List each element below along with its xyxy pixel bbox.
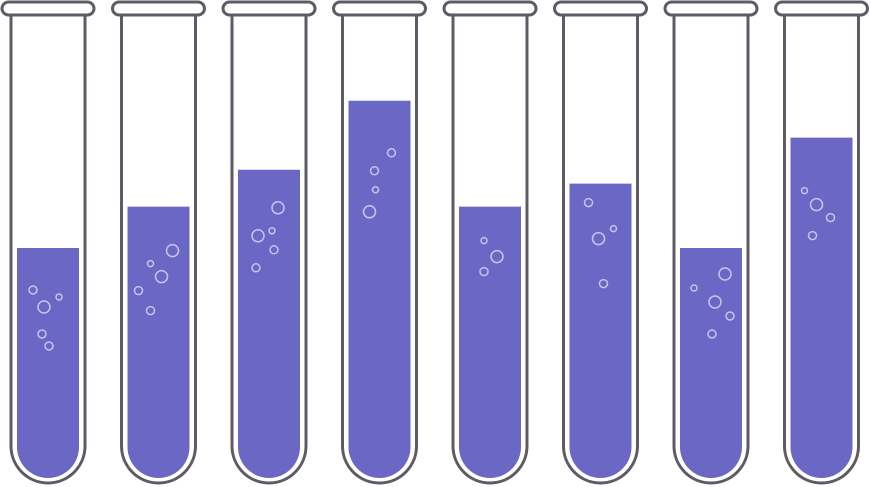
bubble <box>591 231 606 246</box>
tube-liquid <box>127 206 190 478</box>
bubble <box>479 266 489 277</box>
tube-liquid <box>680 248 742 478</box>
bubble <box>28 285 38 295</box>
bubble <box>583 197 594 208</box>
bubble <box>690 284 698 292</box>
bubble <box>55 293 63 301</box>
tube-rim <box>221 0 317 17</box>
tube-8 <box>774 0 869 485</box>
tube-3 <box>221 0 317 485</box>
tube-rim <box>111 0 206 17</box>
bubble <box>371 186 380 194</box>
bubble <box>386 148 397 158</box>
tube-1 <box>0 0 96 485</box>
bubble <box>369 166 380 176</box>
bubble <box>37 329 47 339</box>
bubble <box>37 300 51 314</box>
bubble <box>707 329 717 339</box>
bubble <box>269 245 279 255</box>
bubble <box>480 236 488 245</box>
tube-rim <box>663 0 759 17</box>
bubble <box>165 243 180 258</box>
bubble <box>809 197 824 212</box>
tube-liquid <box>569 183 632 478</box>
tube-2 <box>111 0 206 485</box>
bubble <box>708 295 722 309</box>
tube-7 <box>663 0 759 485</box>
tube-liquid <box>459 206 521 478</box>
bubble <box>268 227 276 235</box>
bubble <box>490 249 504 264</box>
bubble <box>145 305 156 316</box>
bubble <box>251 263 261 273</box>
bubble <box>133 285 144 296</box>
tube-rim <box>0 0 96 17</box>
bubble <box>718 267 732 281</box>
bubble <box>154 269 169 284</box>
tube-6 <box>553 0 648 485</box>
bubble <box>825 212 836 223</box>
bubble <box>598 278 609 289</box>
bubble <box>725 311 735 321</box>
bubble <box>271 201 285 215</box>
tube-5 <box>442 0 538 485</box>
tube-rim <box>442 0 538 17</box>
bubble <box>251 229 265 243</box>
bubble <box>800 186 809 195</box>
bubble <box>362 205 377 219</box>
tube-rim <box>774 0 869 17</box>
bubble <box>609 224 618 233</box>
bubble <box>807 230 818 241</box>
tube-liquid <box>348 100 411 479</box>
tube-liquid <box>238 169 300 478</box>
bubble <box>146 259 155 268</box>
bubble <box>44 341 54 351</box>
tube-4 <box>332 0 427 485</box>
tube-rim <box>332 0 427 17</box>
tube-liquid <box>790 137 853 478</box>
tube-liquid <box>17 248 79 478</box>
tube-rim <box>553 0 648 17</box>
